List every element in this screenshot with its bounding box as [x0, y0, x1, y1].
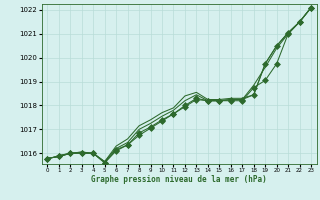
X-axis label: Graphe pression niveau de la mer (hPa): Graphe pression niveau de la mer (hPa) — [91, 175, 267, 184]
